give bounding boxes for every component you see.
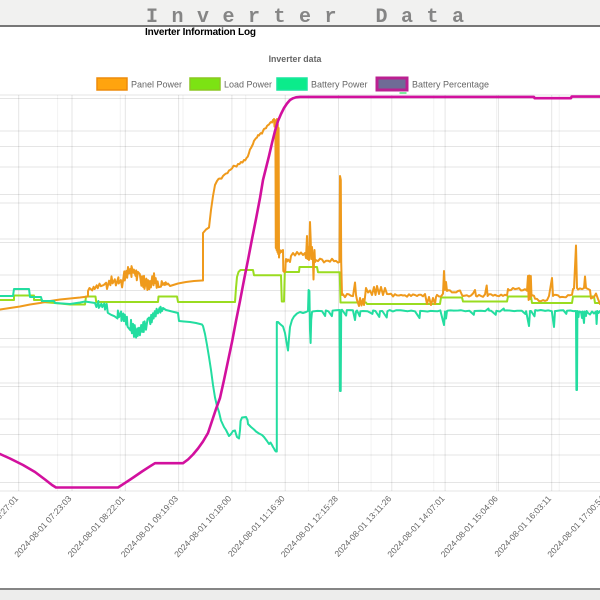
svg-text:2024-08-01 15:04:06: 2024-08-01 15:04:06 <box>439 493 500 559</box>
svg-text:2024-08-01 14:07:01: 2024-08-01 14:07:01 <box>385 493 446 559</box>
svg-text:2024-08-01 07:23:03: 2024-08-01 07:23:03 <box>12 493 73 559</box>
svg-text:Load Power: Load Power <box>224 80 272 90</box>
svg-text:2024-08-01 16:03:11: 2024-08-01 16:03:11 <box>492 493 553 558</box>
svg-text:2024-08-01 12:15:28: 2024-08-01 12:15:28 <box>279 493 340 559</box>
svg-text:Inverter data: Inverter data <box>269 54 322 64</box>
svg-text:2024-08-01 11:16:30: 2024-08-01 11:16:30 <box>226 493 287 558</box>
svg-text:2024-08-01 13:11:26: 2024-08-01 13:11:26 <box>332 493 393 558</box>
svg-text:Battery Percentage: Battery Percentage <box>412 80 489 90</box>
svg-text:Panel Power: Panel Power <box>131 80 182 90</box>
svg-text:2024-08-01 10:18:00: 2024-08-01 10:18:00 <box>172 493 233 559</box>
svg-text:2024-08-01 17:00:54: 2024-08-01 17:00:54 <box>545 493 600 559</box>
svg-text:2024-08-01 08:22:01: 2024-08-01 08:22:01 <box>65 493 126 559</box>
svg-text:2024-08-01 09:19:03: 2024-08-01 09:19:03 <box>119 493 180 559</box>
svg-text:Battery Power: Battery Power <box>311 80 368 90</box>
